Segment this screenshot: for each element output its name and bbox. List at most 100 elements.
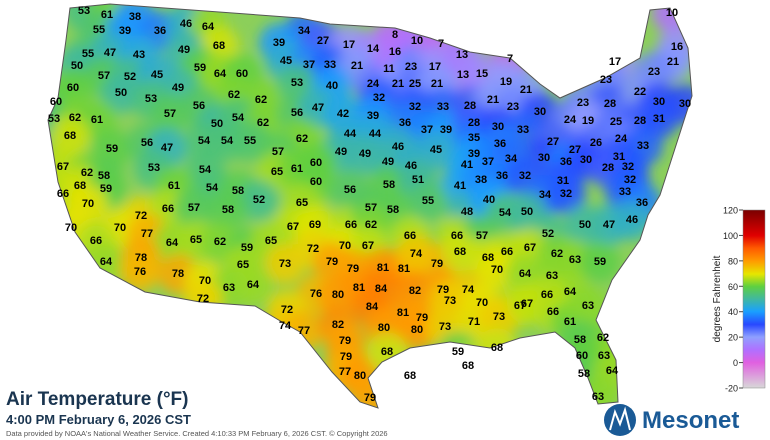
station-value: 32 (519, 170, 531, 182)
station-value: 30 (492, 121, 504, 133)
station-value: 30 (534, 106, 546, 118)
station-value: 68 (74, 180, 86, 192)
station-value: 65 (265, 235, 277, 247)
station-value: 54 (206, 182, 219, 194)
station-value: 23 (507, 101, 519, 113)
temperature-patch (612, 200, 652, 240)
station-value: 63 (223, 282, 235, 294)
station-value: 17 (609, 56, 621, 68)
legend-tick-label: -20 (725, 384, 738, 394)
station-value: 70 (476, 297, 488, 309)
station-value: 58 (222, 204, 234, 216)
station-value: 28 (604, 98, 616, 110)
station-value: 60 (67, 82, 79, 94)
temperature-patch (174, 188, 214, 228)
station-value: 32 (373, 92, 385, 104)
station-value: 73 (493, 311, 505, 323)
station-value: 82 (332, 319, 344, 331)
station-value: 58 (98, 170, 110, 182)
station-value: 53 (78, 5, 90, 17)
station-value: 65 (190, 234, 202, 246)
station-value: 68 (64, 130, 76, 142)
station-value: 43 (133, 49, 145, 61)
station-value: 36 (496, 170, 508, 182)
logo-emblem (604, 404, 636, 436)
station-value: 74 (279, 320, 292, 332)
station-value: 45 (280, 55, 292, 67)
station-value: 52 (124, 71, 136, 83)
us-border (47, 3, 693, 409)
station-value: 70 (65, 222, 77, 234)
station-value: 56 (344, 184, 356, 196)
station-value: 73 (439, 321, 451, 333)
station-value: 39 (468, 148, 480, 160)
station-value: 27 (317, 35, 329, 47)
station-value: 59 (452, 346, 464, 358)
legend-tick-label: 20 (728, 333, 738, 343)
station-value: 58 (578, 368, 590, 380)
station-value: 21 (667, 56, 679, 68)
station-value: 32 (409, 101, 421, 113)
station-value: 66 (547, 306, 559, 318)
station-value: 54 (198, 135, 211, 147)
station-value: 68 (213, 40, 225, 52)
station-value: 28 (602, 162, 614, 174)
station-value: 47 (603, 219, 615, 231)
station-value: 11 (383, 63, 395, 75)
station-value: 14 (367, 43, 380, 55)
station-value: 17 (343, 39, 355, 51)
station-value: 24 (367, 78, 380, 90)
station-value: 21 (487, 94, 499, 106)
station-value: 77 (339, 366, 351, 378)
station-value: 59 (241, 242, 253, 254)
station-value: 13 (456, 49, 468, 61)
logo-icon (609, 406, 631, 431)
station-value: 49 (359, 148, 371, 160)
station-value: 79 (340, 351, 352, 363)
station-value: 67 (521, 298, 533, 310)
station-value: 44 (369, 128, 382, 140)
temperature-patch (265, 244, 305, 284)
station-value: 79 (326, 256, 338, 268)
legend-tick-label: 40 (728, 307, 738, 317)
station-value: 70 (491, 264, 503, 276)
station-value: 49 (172, 82, 184, 94)
station-value: 80 (354, 370, 366, 382)
station-value: 28 (468, 117, 480, 129)
station-value: 37 (482, 156, 494, 168)
station-value: 62 (255, 94, 267, 106)
station-value: 78 (172, 268, 184, 280)
station-value: 41 (461, 159, 473, 171)
station-value: 21 (431, 78, 443, 90)
station-value: 37 (421, 124, 433, 136)
station-value: 79 (347, 263, 359, 275)
station-value: 53 (148, 162, 160, 174)
station-value: 70 (82, 198, 94, 210)
station-value: 55 (422, 195, 434, 207)
station-value: 30 (679, 98, 691, 110)
station-value: 38 (129, 11, 141, 23)
station-value: 73 (279, 258, 291, 270)
station-value: 24 (564, 114, 577, 126)
station-value: 23 (405, 61, 417, 73)
station-value: 82 (409, 285, 421, 297)
station-labels: 53 61 38 55 39 36 46 64 68 34 27 17 14 16 8 10 7 10 16 55 47… (48, 5, 691, 404)
legend-tick-label: 60 (728, 282, 738, 292)
station-value: 60 (50, 96, 62, 108)
station-value: 47 (161, 142, 173, 154)
station-value: 32 (624, 174, 636, 186)
station-value: 63 (598, 350, 610, 362)
station-value: 63 (582, 300, 594, 312)
station-value: 53 (48, 113, 60, 125)
station-value: 49 (178, 44, 190, 56)
station-value: 28 (464, 100, 476, 112)
station-value: 57 (365, 202, 377, 214)
temperature-patch (580, 242, 620, 282)
station-value: 21 (520, 84, 532, 96)
station-value: 33 (324, 59, 336, 71)
station-value: 17 (429, 61, 441, 73)
station-value: 49 (335, 146, 347, 158)
station-value: 37 (303, 59, 315, 71)
station-value: 67 (362, 240, 374, 252)
